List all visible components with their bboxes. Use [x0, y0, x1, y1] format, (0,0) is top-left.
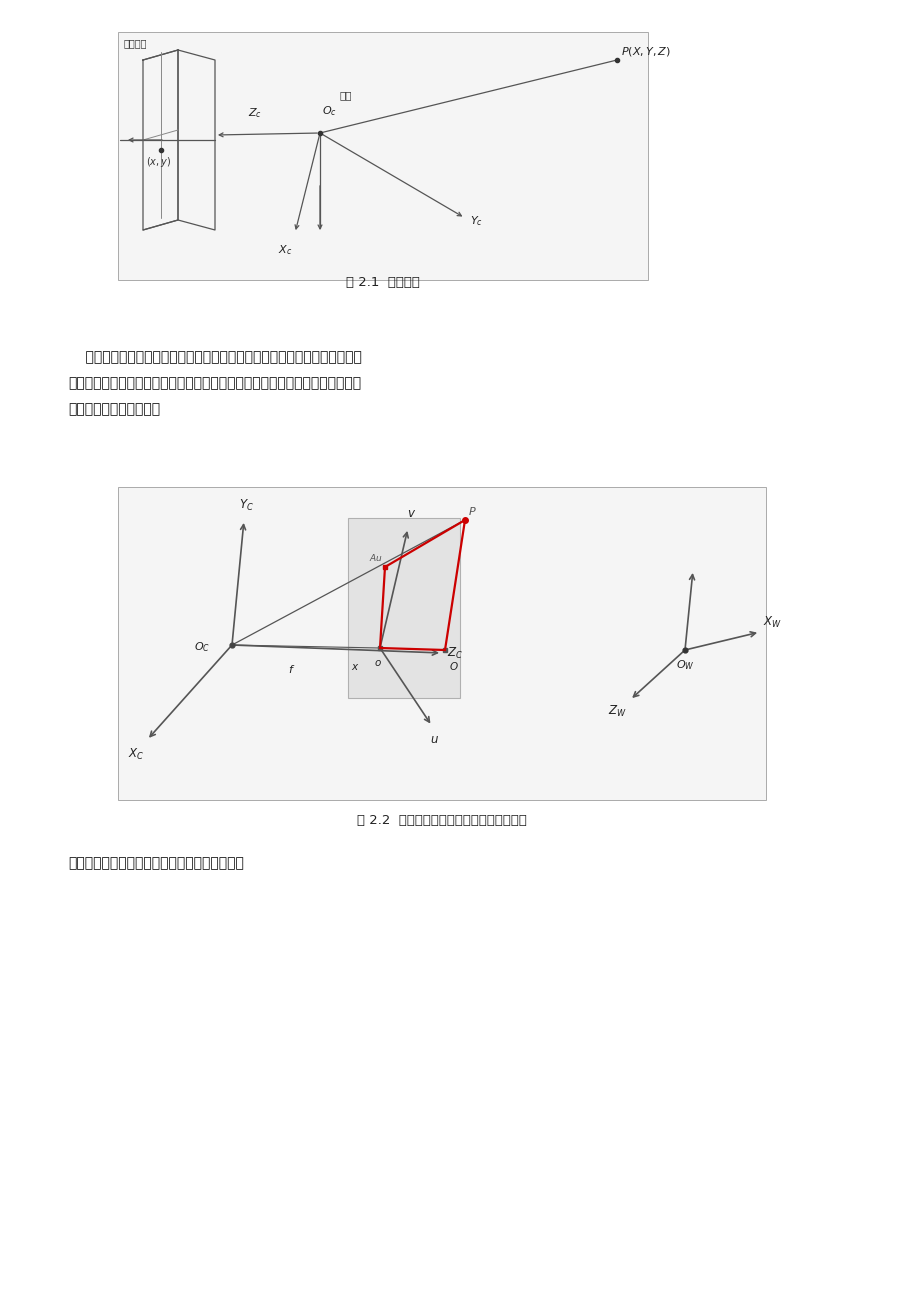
Text: 光心: 光心 [340, 90, 352, 100]
Text: 图 2.2  世界坐标系与摄像机坐标系空间关系: 图 2.2 世界坐标系与摄像机坐标系空间关系 [357, 814, 527, 827]
Text: $O_c$: $O_c$ [322, 104, 336, 118]
Polygon shape [347, 518, 460, 698]
Text: 在实际摄像机的使用过程中，为方便计算人们常常设置多个坐标系，因此空: 在实际摄像机的使用过程中，为方便计算人们常常设置多个坐标系，因此空 [68, 350, 361, 365]
Text: 间点的成像过程必然涉及到许多坐标系之间的相互转化，下面主要阐述几个重要: 间点的成像过程必然涉及到许多坐标系之间的相互转化，下面主要阐述几个重要 [68, 376, 361, 391]
Bar [118, 487, 766, 799]
Text: $u$: $u$ [429, 733, 438, 746]
Text: $Y_C$: $Y_C$ [238, 497, 253, 513]
Text: $Y_c$: $Y_c$ [470, 214, 482, 228]
Text: $Z_c$: $Z_c$ [248, 107, 262, 120]
Text: $P(X,Y,Z)$: $P(X,Y,Z)$ [620, 46, 670, 59]
Text: 图 2.1  针孔成像: 图 2.1 针孔成像 [346, 276, 419, 289]
Text: $O$: $O$ [448, 660, 459, 672]
Text: $x$: $x$ [350, 661, 358, 672]
Text: $X_W$: $X_W$ [762, 615, 781, 630]
Text: $Au$: $Au$ [369, 552, 382, 562]
Text: 成像平面: 成像平面 [124, 38, 147, 48]
Text: $f$: $f$ [288, 663, 295, 674]
Text: 坐标系之间的转换关系。: 坐标系之间的转换关系。 [68, 402, 160, 417]
Bar [118, 33, 647, 280]
Text: $X_C$: $X_C$ [128, 747, 144, 762]
Text: $X_c$: $X_c$ [278, 243, 292, 256]
Text: $P$: $P$ [468, 505, 476, 517]
Text: $Z_W$: $Z_W$ [607, 704, 627, 719]
Text: $Z_C$: $Z_C$ [447, 646, 462, 660]
Text: $(x,y)$: $(x,y)$ [146, 155, 171, 169]
Text: 世界坐标系与摄像机坐标系之间的转换关系为：: 世界坐标系与摄像机坐标系之间的转换关系为： [68, 855, 244, 870]
Text: $o$: $o$ [374, 658, 381, 668]
Text: $O_C$: $O_C$ [194, 641, 210, 654]
Text: $v$: $v$ [407, 506, 416, 519]
Text: $O_W$: $O_W$ [675, 658, 694, 672]
